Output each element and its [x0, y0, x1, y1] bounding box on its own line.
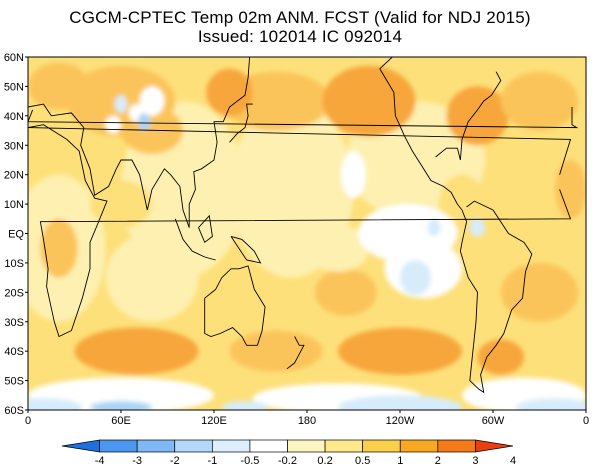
lon-label: 0: [583, 415, 589, 427]
colorbar-swatch: [99, 439, 138, 453]
longitude-axis: 0 60E 120E 180 120W 60W 0: [25, 410, 589, 427]
colorbar-swatch: [324, 439, 364, 453]
colorbar-swatch: [399, 439, 439, 453]
lat-label: 10S: [4, 258, 24, 270]
colorbar-label: 2: [435, 455, 441, 464]
colorbar-swatch: [362, 439, 401, 453]
colorbar-label: -0.5: [240, 455, 259, 464]
lat-label: 10N: [4, 199, 24, 211]
colorbar-label: 1: [397, 455, 403, 464]
lat-label: 20S: [4, 287, 24, 299]
colorbar-label: 0.2: [317, 455, 332, 464]
colorbar: -4 -3 -2 -1 -0.5 -0.2 0.2 0.5 1 2 3 4: [61, 439, 516, 467]
lon-label: 60E: [111, 415, 131, 427]
colorbar-label: -1: [207, 455, 217, 464]
colorbar-label: 3: [472, 455, 478, 464]
lat-label: 20N: [4, 170, 24, 182]
colorbar-swatch: [211, 439, 251, 453]
lon-label: 0: [25, 415, 31, 427]
colorbar-swatch: [437, 439, 476, 453]
colorbar-label: -4: [95, 455, 105, 464]
lon-label: 120E: [201, 415, 227, 427]
lat-label: 60N: [4, 52, 24, 64]
map-title: CGCM-CPTEC Temp 02m ANM. FCST (Valid for…: [69, 8, 531, 27]
lat-label: 40N: [4, 111, 24, 123]
lat-label: 30N: [4, 140, 24, 152]
colorbar-label: -0.2: [278, 455, 297, 464]
colorbar-swatch: [136, 439, 176, 453]
lon-label: 60W: [482, 415, 505, 427]
map-subtitle: Issued: 102014 IC 092014: [197, 27, 403, 46]
lon-label: 180: [298, 415, 316, 427]
lat-label: EQ: [8, 229, 24, 241]
lat-label: 60S: [4, 405, 24, 417]
colorbar-label: -3: [132, 455, 142, 464]
anomaly-field: [28, 57, 586, 410]
colorbar-swatch: [61, 439, 100, 453]
lat-label: 50S: [4, 376, 24, 388]
colorbar-swatch: [249, 439, 288, 453]
colorbar-label: 4: [510, 455, 516, 464]
colorbar-label: 0.5: [355, 455, 370, 464]
lat-label: 40S: [4, 346, 24, 358]
colorbar-swatch: [174, 439, 213, 453]
colorbar-swatch: [287, 439, 326, 453]
latitude-axis: 60N 50N 40N 30N 20N 10N EQ 10S 20S 30S 40S 50S 60S: [4, 52, 28, 417]
lon-label: 120W: [386, 415, 415, 427]
colorbar-swatch: [475, 439, 514, 453]
colorbar-label: -2: [170, 455, 180, 464]
lat-label: 50N: [4, 81, 24, 93]
lat-label: 30S: [4, 317, 24, 329]
